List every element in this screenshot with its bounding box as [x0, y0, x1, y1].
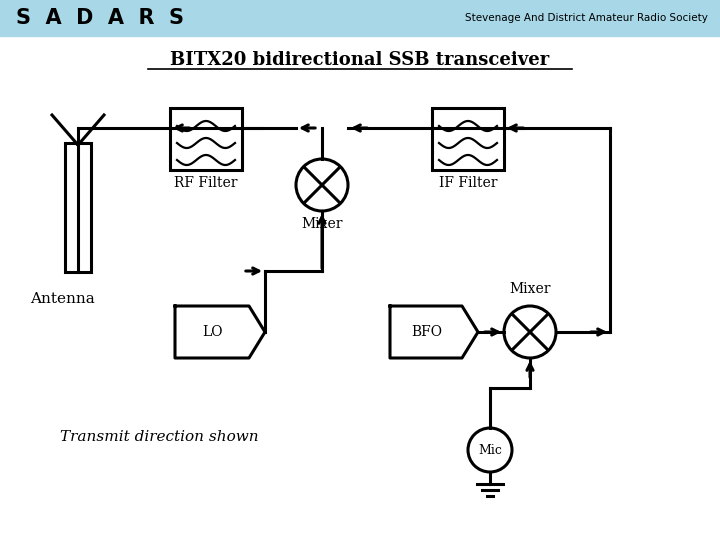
Text: Mixer: Mixer: [509, 282, 551, 296]
Bar: [432, 108, 504, 170]
Text: BITX20 bidirectional SSB transceiver: BITX20 bidirectional SSB transceiver: [171, 51, 549, 69]
Text: Antenna: Antenna: [30, 292, 95, 306]
Polygon shape: [390, 306, 478, 358]
Text: Transmit direction shown: Transmit direction shown: [60, 430, 258, 444]
Text: BFO: BFO: [412, 325, 443, 339]
Bar: [65, 143, 91, 272]
Circle shape: [296, 159, 348, 211]
Text: LO: LO: [203, 325, 223, 339]
Bar: [170, 108, 242, 170]
Polygon shape: [175, 306, 265, 358]
Circle shape: [468, 428, 512, 472]
Circle shape: [504, 306, 556, 358]
Text: IF Filter: IF Filter: [438, 176, 498, 190]
Text: RF Filter: RF Filter: [174, 176, 238, 190]
Text: Stevenage And District Amateur Radio Society: Stevenage And District Amateur Radio Soc…: [465, 13, 708, 23]
Bar: [0, 0, 720, 36]
Text: S  A  D  A  R  S: S A D A R S: [16, 8, 184, 28]
Text: Mic: Mic: [478, 443, 502, 456]
Text: Mixer: Mixer: [301, 217, 343, 231]
